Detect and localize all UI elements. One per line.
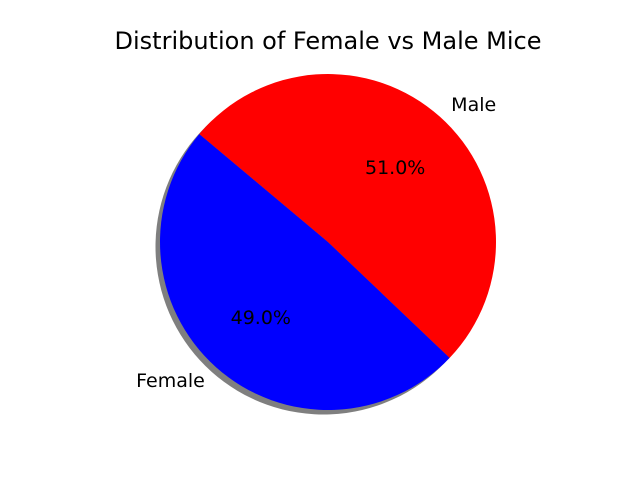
slice-percent-female: 49.0% <box>231 307 291 329</box>
pie-labels: Female 49.0% Male 51.0% <box>136 94 496 392</box>
pie-slices <box>160 73 497 410</box>
pie-slice-female <box>160 134 450 410</box>
pie-slice-male <box>199 73 497 358</box>
chart-title: Distribution of Female vs Male Mice <box>115 27 542 55</box>
slice-label-male: Male <box>451 94 496 116</box>
slice-label-female: Female <box>136 370 205 392</box>
slice-percent-male: 51.0% <box>365 157 425 179</box>
